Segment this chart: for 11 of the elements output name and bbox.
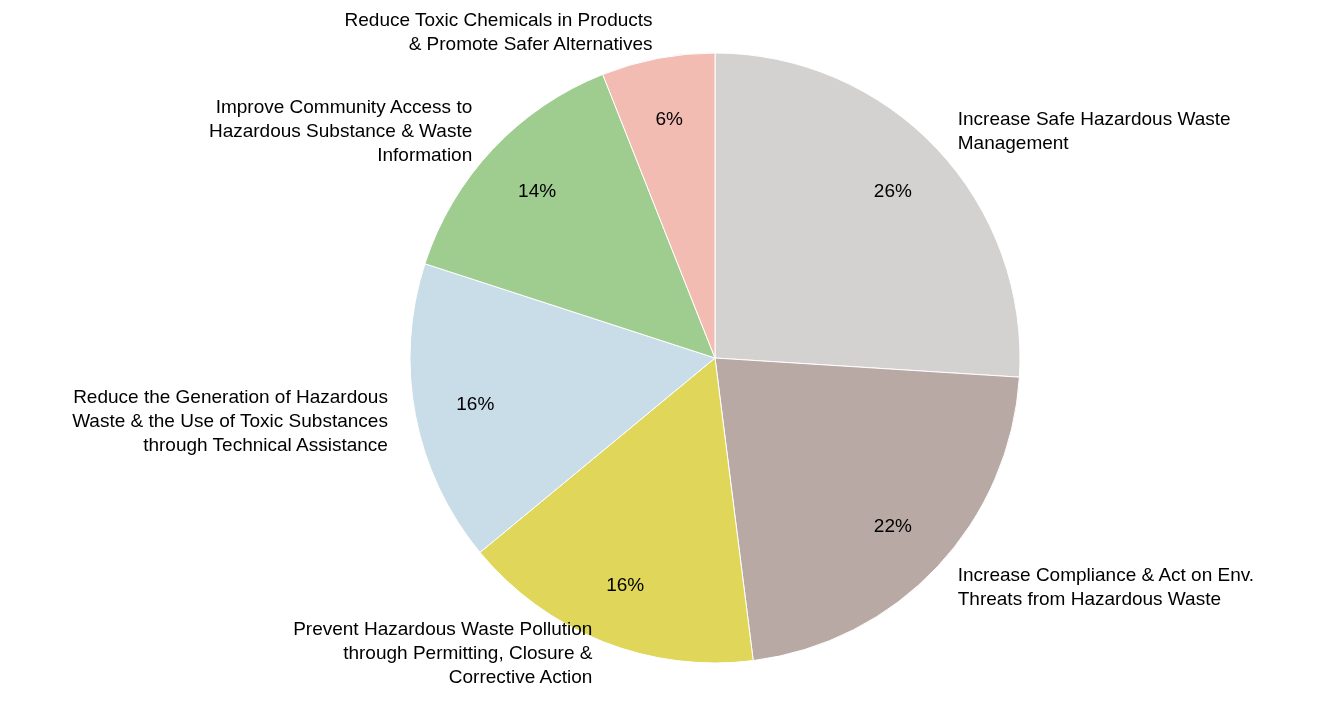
data-label: 14% bbox=[518, 180, 557, 202]
data-label: 16% bbox=[606, 574, 645, 596]
data-label: 22% bbox=[873, 514, 912, 536]
slice-label: Improve Community Access to Hazardous Substance & Waste Information bbox=[208, 96, 473, 166]
slice-label: Increase Safe Hazardous Waste Management bbox=[957, 108, 1231, 154]
data-label: 6% bbox=[655, 107, 684, 129]
slice-label: Reduce the Generation of Hazardous Waste & the Use of Toxic Substances through Technical Assistance bbox=[72, 386, 388, 456]
data-label: 16% bbox=[456, 393, 495, 415]
slice-label: Increase Compliance & Act on Env. Threats from Hazardous Waste bbox=[957, 563, 1255, 609]
slice-label: Reduce Toxic Chemicals in Products & Promote Safer Alternatives bbox=[344, 8, 653, 54]
data-label: 26% bbox=[873, 180, 912, 202]
